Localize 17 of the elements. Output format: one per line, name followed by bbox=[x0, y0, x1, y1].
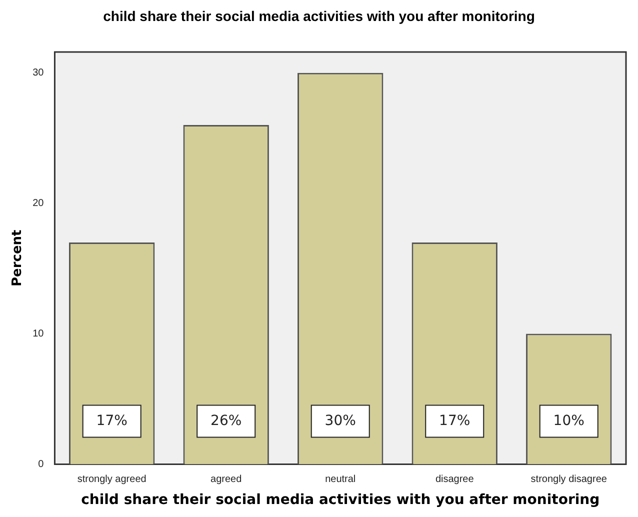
x-tick-label: agreed bbox=[210, 474, 242, 485]
y-tick-label: 30 bbox=[32, 68, 44, 79]
data-label: 30% bbox=[324, 412, 356, 429]
x-tick-label: neutral bbox=[325, 474, 356, 485]
x-axis-title: child share their social media activities with you after monitoring bbox=[81, 492, 600, 508]
chart-title: child share their social media activities with you after monitoring bbox=[102, 8, 536, 24]
data-label: 10% bbox=[553, 412, 584, 429]
x-tick-label: strongly disagree bbox=[530, 474, 608, 485]
data-label: 17% bbox=[439, 412, 470, 429]
data-label: 17% bbox=[96, 412, 128, 429]
y-axis-title: Percent bbox=[10, 230, 26, 286]
y-tick-label: 10 bbox=[32, 328, 44, 340]
x-tick-label: disagree bbox=[435, 474, 474, 485]
y-tick-label: 20 bbox=[32, 198, 44, 210]
data-label: 26% bbox=[210, 412, 242, 429]
x-tick-label: strongly agreed bbox=[77, 474, 146, 485]
y-tick-label: 0 bbox=[38, 458, 44, 470]
